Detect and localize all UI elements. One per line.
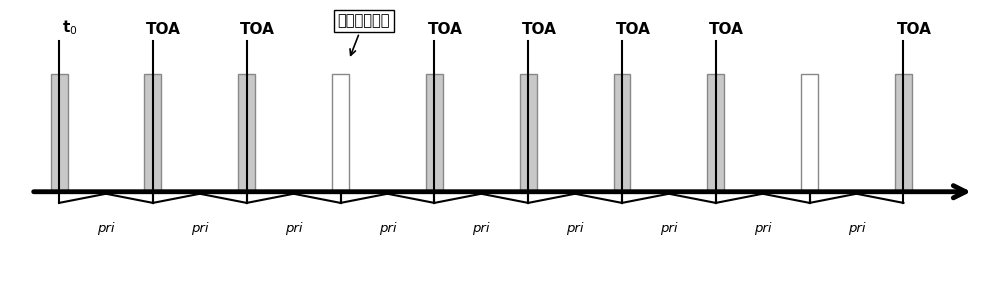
Text: pri: pri: [566, 222, 584, 235]
Text: t$_0$: t$_0$: [62, 19, 77, 37]
Text: pri: pri: [472, 222, 490, 235]
Bar: [520, 74, 537, 192]
Text: TOA: TOA: [428, 22, 463, 37]
Bar: [426, 74, 443, 192]
Text: pri: pri: [660, 222, 678, 235]
Bar: [801, 74, 818, 192]
Text: TOA: TOA: [709, 22, 744, 37]
Text: pri: pri: [285, 222, 302, 235]
Text: pri: pri: [848, 222, 865, 235]
Bar: [51, 74, 68, 192]
Text: pri: pri: [97, 222, 115, 235]
Text: TOA: TOA: [146, 22, 181, 37]
Text: pri: pri: [754, 222, 771, 235]
Bar: [144, 74, 161, 192]
Text: pri: pri: [379, 222, 396, 235]
Text: TOA: TOA: [240, 22, 275, 37]
Bar: [238, 74, 255, 192]
Bar: [332, 74, 349, 192]
Text: pri: pri: [191, 222, 209, 235]
Text: TOA: TOA: [897, 22, 932, 37]
Text: TOA: TOA: [522, 22, 556, 37]
Bar: [614, 74, 630, 192]
Bar: [895, 74, 912, 192]
Bar: [707, 74, 724, 192]
Text: TOA: TOA: [615, 22, 650, 37]
Text: 未测到的脉冲: 未测到的脉冲: [338, 14, 390, 55]
